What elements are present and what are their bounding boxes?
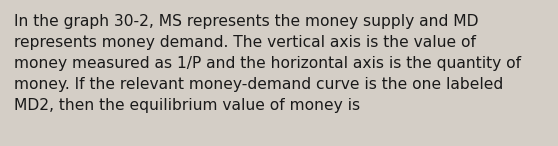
Text: In the graph 30-2, MS represents the money supply and MD
represents money demand: In the graph 30-2, MS represents the mon… — [14, 14, 521, 113]
